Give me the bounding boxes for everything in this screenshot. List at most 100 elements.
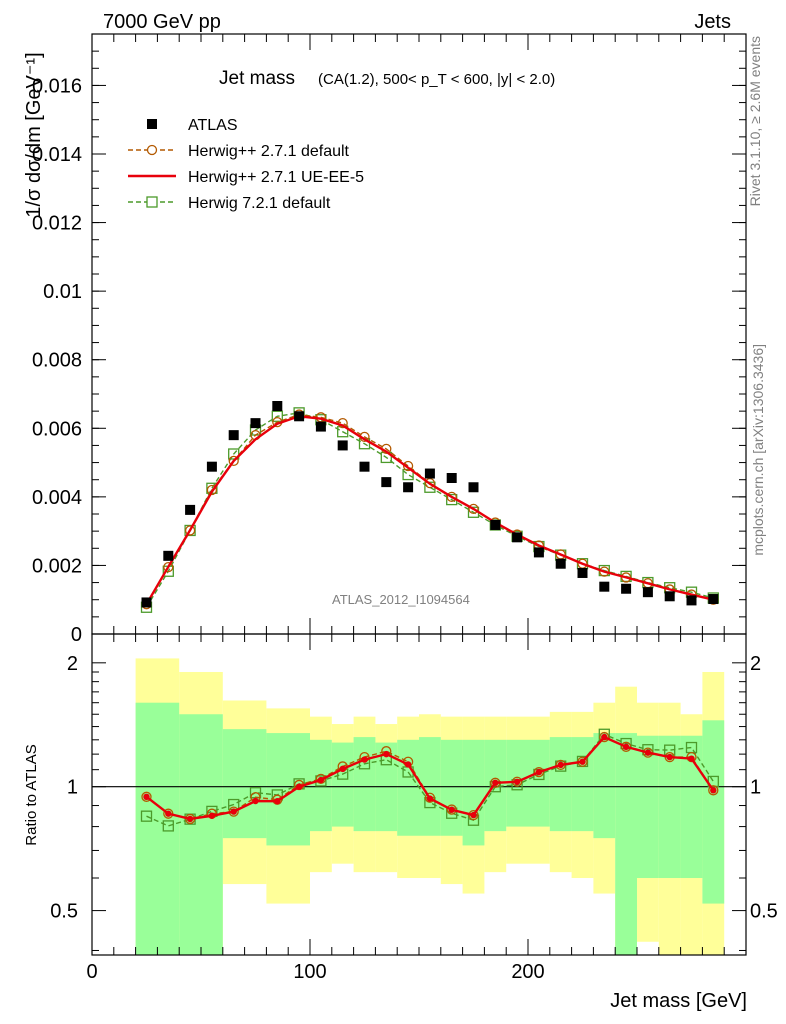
x-tick-label: 200 (511, 961, 544, 983)
header-left: 7000 GeV pp (103, 11, 221, 33)
herwigpp-default-point (468, 503, 479, 515)
ratio-herwigpp-default-point (141, 791, 152, 802)
legend: ATLAS Herwig++ 2.7.1 default Herwig++ 2.7.… (128, 117, 364, 212)
atlas-data-point (577, 567, 588, 578)
ratio-herwigpp-ue-ee-5-point (579, 758, 586, 765)
atlas-data-point (446, 473, 457, 483)
ratio-herwig7-default-point (162, 820, 174, 832)
ratio-herwig7-default-point (140, 810, 153, 822)
uncertainty-band-green (462, 739, 485, 846)
main-y-axis-label: 1/σ dσ/dm [GeV⁻¹] (23, 52, 45, 217)
herwigpp-default-point (206, 484, 218, 496)
uncertainty-band-green (331, 742, 354, 827)
uncertainty-band-green (593, 733, 616, 839)
ratio-herwigpp-default-point (599, 731, 610, 743)
legend-label: Herwig++ 2.7.1 default (188, 143, 350, 160)
main-plot-panel: 0 0.002 0.004 0.006 0.008 0.01 0.012 0.014 0.016 (32, 33, 747, 646)
herwigpp-default-point (402, 460, 414, 472)
ratio-herwigpp-ue-ee-5-point (513, 778, 521, 785)
herwigpp-default-point (163, 561, 174, 573)
main-y-tick-label: 0.004 (32, 487, 82, 509)
atlas-data-point (533, 547, 544, 558)
herwigpp-default-point (228, 455, 239, 467)
uncertainty-band-green (135, 702, 180, 955)
main-y-tick-label: 0.016 (32, 75, 82, 97)
ratio-y-tick-label: 1 (67, 777, 78, 799)
x-tick-label: 0 (86, 961, 97, 983)
main-y-tick-label: 0.002 (32, 555, 82, 577)
ratio-herwigpp-ue-ee-5-point (230, 808, 237, 815)
analysis-watermark: ATLAS_2012_I1094564 (332, 592, 470, 607)
header-right: Jets (694, 11, 731, 33)
uncertainty-band-green (397, 739, 419, 836)
ratio-herwigpp-ue-ee-5-point (143, 793, 150, 801)
atlas-data-point (512, 532, 523, 543)
uncertainty-band-green (702, 720, 725, 904)
ratio-y-tick-label: 0.5 (50, 901, 78, 923)
atlas-data-point (555, 558, 566, 569)
ratio-herwigpp-ue-ee-5-point (317, 776, 325, 784)
ratio-herwigpp-default-point (446, 804, 457, 815)
uncertainty-band-green (680, 735, 703, 879)
legend-marker-circle (146, 144, 158, 156)
ratio-herwigpp-ue-ee-5-point (208, 812, 216, 819)
uncertainty-band-green (658, 735, 681, 879)
main-y-tick-label: 0.008 (32, 350, 82, 372)
main-y-tick-label: 0.01 (43, 281, 82, 303)
ratio-herwigpp-ue-ee-5-point (361, 756, 368, 763)
ratio-herwigpp-ue-ee-5-point (666, 753, 673, 761)
atlas-data-point (424, 468, 435, 479)
ratio-plot-panel: 0 100 200 0.5 0.5 1 1 2 2 (50, 633, 778, 983)
atlas-data-point (664, 591, 675, 602)
ratio-herwigpp-ue-ee-5-point (165, 810, 172, 817)
uncertainty-band-green (528, 739, 550, 827)
atlas-data-point (250, 418, 261, 429)
plot-title-main: Jet mass (219, 68, 295, 89)
ratio-herwigpp-ue-ee-5-point (688, 755, 695, 762)
uncertainty-band-green (637, 735, 659, 879)
legend-label: Herwig++ 2.7.1 UE-EE-5 (188, 169, 364, 186)
herwigpp-default-point (446, 491, 457, 503)
ratio-y-tick-label-right: 2 (750, 653, 761, 675)
ratio-herwigpp-ue-ee-5-point (339, 765, 346, 773)
ratio-herwigpp-ue-ee-5-point (448, 806, 455, 813)
main-y-tick-label: 0.006 (32, 418, 82, 440)
herwigpp-default-point (424, 477, 436, 489)
ratio-y-axis-label: Ratio to ATLAS (23, 744, 40, 845)
atlas-data-point (185, 504, 196, 515)
x-axis-label: Jet mass [GeV] (610, 990, 747, 1012)
legend-marker-atlas (147, 119, 157, 129)
uncertainty-band-green (615, 733, 637, 955)
atlas-data-point (468, 482, 479, 493)
atlas-data-point (686, 595, 697, 606)
legend-label: ATLAS (188, 117, 238, 134)
rivet-info: Rivet 3.1.10, ≥ 2.6M events (747, 36, 763, 206)
herwigpp-default-point (184, 525, 196, 536)
ratio-herwigpp-ue-ee-5-point (186, 815, 194, 823)
atlas-data-point (708, 594, 719, 605)
ratio-herwigpp-ue-ee-5-point (535, 768, 543, 776)
uncertainty-band-green (440, 739, 463, 836)
uncertainty-band-green (222, 729, 267, 839)
atlas-data-point (315, 421, 326, 432)
atlas-data-point (206, 461, 217, 472)
main-y-tick-label: 0.014 (32, 144, 82, 166)
ratio-herwigpp-ue-ee-5-point (404, 761, 412, 768)
atlas-data-point (228, 430, 239, 441)
atlas-data-point (642, 587, 653, 598)
ratio-y-tick-label-right: 0.5 (750, 901, 778, 923)
ratio-herwigpp-ue-ee-5-point (644, 749, 652, 756)
ratio-herwigpp-ue-ee-5-point (601, 733, 608, 741)
x-tick-label: 100 (293, 961, 326, 983)
ratio-herwigpp-default-point (533, 766, 545, 778)
uncertainty-band-green (179, 714, 223, 955)
mcplots-info: mcplots.cern.ch [arXiv:1306.3436] (750, 344, 766, 556)
plot-title: Jet mass (219, 68, 295, 89)
atlas-data-point (337, 440, 348, 451)
atlas-data-point (403, 482, 414, 493)
ratio-herwigpp-ue-ee-5-point (426, 795, 434, 802)
main-y-tick-label: 0.012 (32, 213, 82, 235)
ratio-herwigpp-ue-ee-5-point (710, 787, 717, 794)
ratio-y-tick-label-right: 1 (750, 777, 761, 799)
